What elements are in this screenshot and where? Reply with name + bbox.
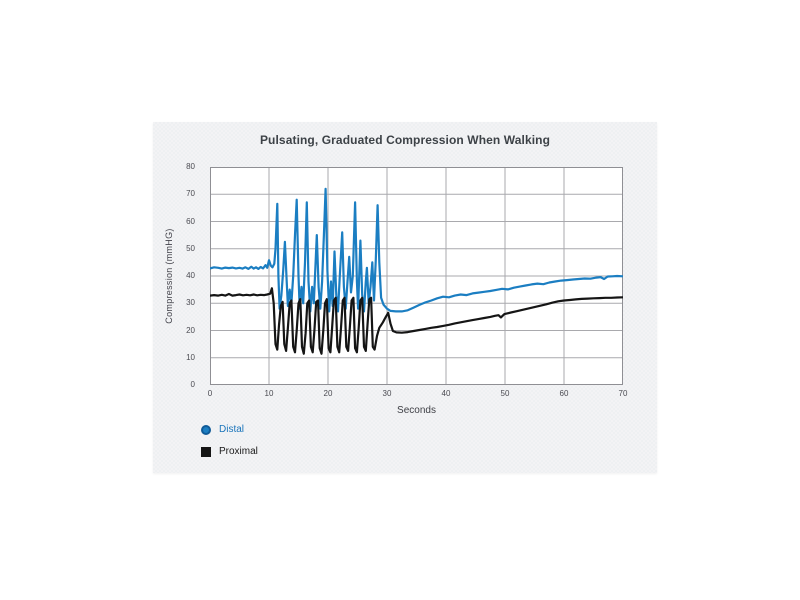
chart-card: Pulsating, Graduated Compression When Wa… bbox=[153, 122, 657, 473]
legend: Distal Proximal bbox=[201, 424, 258, 468]
legend-label-proximal: Proximal bbox=[219, 446, 258, 457]
y-tick-labels: 0 10 20 30 40 50 60 70 80 bbox=[153, 163, 205, 389]
x-tick-label: 60 bbox=[559, 389, 569, 398]
x-tick-label: 50 bbox=[500, 389, 510, 398]
y-tick-label: 60 bbox=[186, 216, 195, 226]
x-tick-label: 0 bbox=[207, 389, 213, 398]
y-tick-label: 50 bbox=[186, 243, 195, 253]
y-tick-label: 0 bbox=[190, 380, 195, 389]
plot-area bbox=[210, 167, 623, 385]
y-tick-label: 70 bbox=[186, 189, 195, 199]
x-tick-label: 20 bbox=[323, 389, 333, 398]
y-tick-label: 20 bbox=[186, 325, 195, 335]
x-tick-labels: 0 10 20 30 40 50 60 70 bbox=[208, 389, 628, 400]
proximal-series-marker-icon bbox=[201, 446, 211, 457]
x-tick-label: 10 bbox=[264, 389, 274, 398]
chart-title: Pulsating, Graduated Compression When Wa… bbox=[259, 133, 551, 147]
x-tick-label: 70 bbox=[618, 389, 628, 398]
legend-item-proximal: Proximal bbox=[201, 446, 258, 457]
legend-item-distal: Distal bbox=[201, 424, 258, 435]
y-tick-label: 10 bbox=[186, 352, 195, 362]
distal-series-marker-icon bbox=[201, 424, 211, 435]
legend-label-distal: Distal bbox=[219, 424, 245, 435]
y-tick-label: 40 bbox=[186, 271, 195, 280]
x-tick-label: 30 bbox=[382, 389, 392, 398]
x-axis-title: Seconds bbox=[397, 405, 436, 416]
plot-svg bbox=[210, 167, 623, 385]
y-tick-label: 30 bbox=[186, 298, 195, 308]
x-tick-label: 40 bbox=[441, 389, 451, 398]
y-tick-label: 80 bbox=[186, 162, 195, 171]
